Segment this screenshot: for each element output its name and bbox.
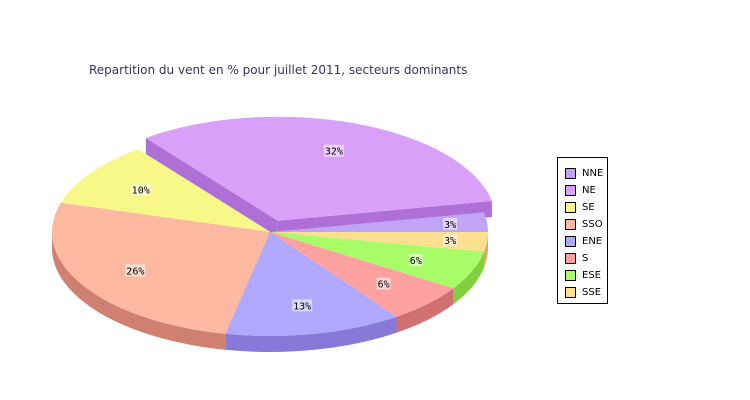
slice-sso — [52, 202, 271, 334]
slice-sso-side — [52, 232, 226, 350]
slice-se-label-bg — [130, 183, 151, 196]
legend-swatch — [565, 236, 576, 247]
slice-nne-label: 3% — [444, 220, 456, 231]
slice-ne-face-1 — [145, 137, 278, 237]
legend: NNE NE SE SSO ENE S ESE SSE — [557, 157, 608, 304]
slice-sse-side — [484, 232, 488, 268]
slice-s-side — [396, 288, 454, 333]
slice-ene-label: 13% — [293, 301, 311, 312]
legend-swatch — [565, 202, 576, 213]
legend-item-se: SE — [558, 199, 607, 216]
slice-nne-label-bg — [443, 217, 458, 230]
legend-label: ENE — [582, 236, 603, 247]
legend-item-nne: NNE — [558, 165, 607, 182]
slice-ese-side — [453, 251, 485, 305]
legend-item-s: S — [558, 250, 607, 267]
legend-label: NE — [582, 185, 596, 196]
slice-ene-label-bg — [292, 299, 313, 312]
slice-nne — [270, 212, 488, 232]
legend-label: SSE — [582, 287, 602, 298]
slice-ene — [225, 232, 397, 336]
legend-swatch — [565, 270, 576, 281]
legend-label: SE — [582, 202, 595, 213]
slice-ese — [270, 232, 485, 289]
legend-item-ne: NE — [558, 182, 607, 199]
legend-label: ESE — [582, 270, 601, 281]
legend-item-ene: ENE — [558, 233, 607, 250]
legend-swatch — [565, 168, 576, 179]
slice-s — [270, 232, 454, 317]
slice-sse-label: 3% — [444, 236, 456, 247]
legend-label: NNE — [582, 168, 604, 179]
legend-label: S — [582, 253, 589, 264]
slice-ene-side — [225, 316, 397, 352]
pie-labels: 3% 32% 10% 26% 13% 6% 6% 3% — [125, 144, 458, 312]
legend-item-sso: SSO — [558, 216, 607, 233]
slice-ese-label: 6% — [410, 256, 422, 267]
slice-se-label: 10% — [132, 186, 150, 197]
pie-slices — [52, 116, 492, 336]
legend-swatch — [565, 219, 576, 230]
legend-item-ese: ESE — [558, 267, 607, 284]
chart-title: Repartition du vent en % pour juillet 20… — [89, 63, 468, 77]
slice-s-label-bg — [376, 277, 391, 290]
legend-swatch — [565, 253, 576, 264]
slice-s-label: 6% — [378, 280, 390, 291]
legend-swatch — [565, 185, 576, 196]
legend-label: SSO — [582, 219, 603, 230]
slice-sso-label: 26% — [126, 266, 144, 277]
legend-item-sse: SSE — [558, 284, 607, 301]
slice-ne-label: 32% — [325, 147, 343, 158]
slice-sso-label-bg — [125, 264, 146, 277]
slice-ese-label-bg — [408, 253, 423, 266]
slice-ne — [145, 116, 492, 221]
slice-ne-label-bg — [323, 144, 344, 157]
slice-sse — [270, 232, 488, 252]
slice-sse-label-bg — [443, 234, 458, 247]
slice-se — [60, 149, 270, 232]
legend-swatch — [565, 287, 576, 298]
